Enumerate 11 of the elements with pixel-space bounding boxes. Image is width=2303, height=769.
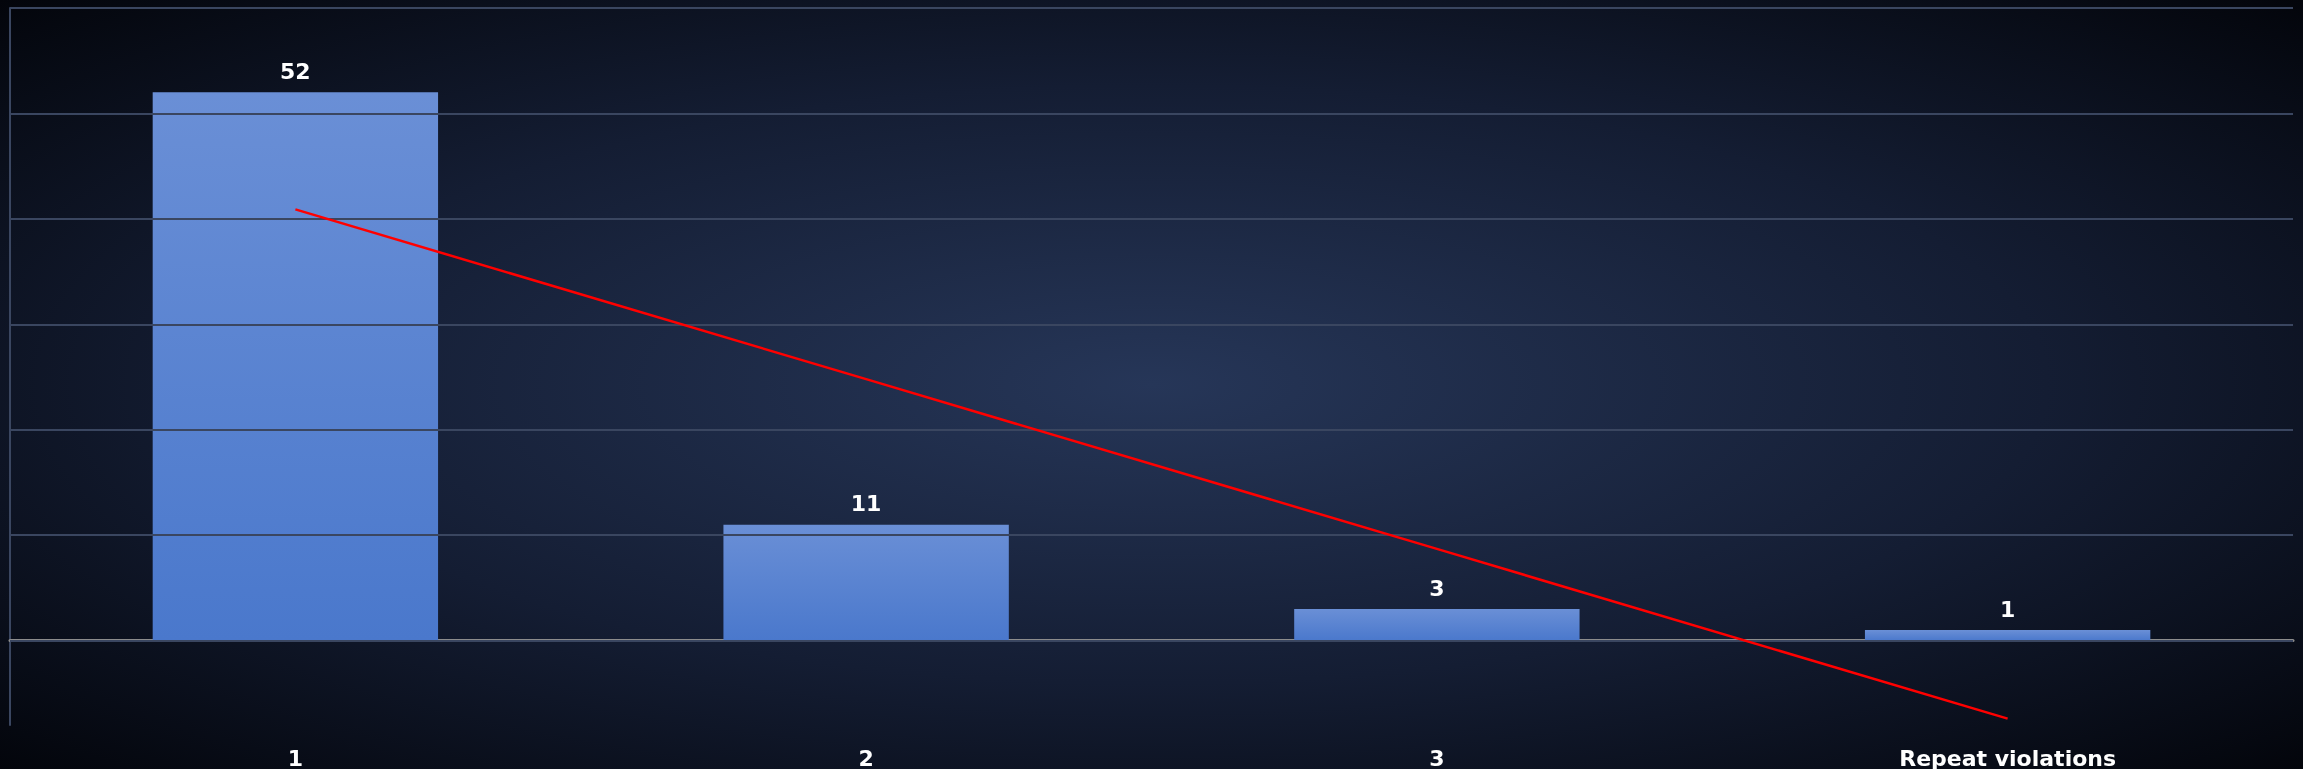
bar xyxy=(1864,630,2151,641)
bar xyxy=(152,92,439,641)
x-tick-label: 2 xyxy=(858,745,874,769)
data-label: 52 xyxy=(280,58,311,84)
data-label: 1 xyxy=(1999,596,2016,622)
bar xyxy=(723,524,1009,641)
x-tick-label: 3 xyxy=(1429,745,1445,769)
data-label: 3 xyxy=(1429,575,1445,601)
bar xyxy=(1294,609,1580,641)
data-label: 11 xyxy=(850,491,882,517)
x-tick-label: 1 xyxy=(287,745,304,769)
